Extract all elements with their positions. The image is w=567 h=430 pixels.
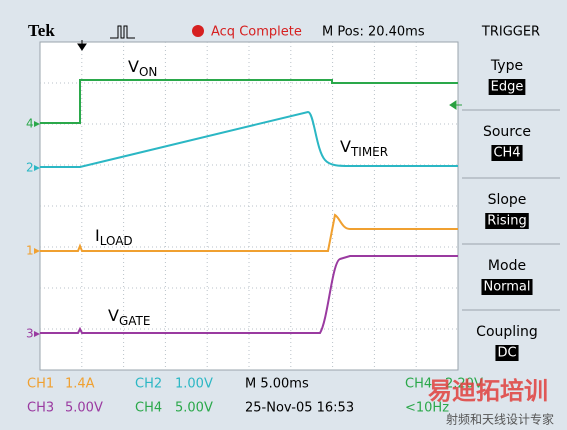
marker-arrow xyxy=(34,248,40,254)
menu-value: CH4 xyxy=(493,146,520,161)
waveform-label: VON xyxy=(128,57,157,79)
menu-value-box xyxy=(481,279,533,295)
status-text: CH4 xyxy=(135,401,162,416)
trigger-position-marker xyxy=(77,40,87,51)
menu-value: DC xyxy=(497,346,516,361)
label-sub: LOAD xyxy=(100,234,133,248)
menu-value: Rising xyxy=(487,214,527,229)
position: M Pos: 20.40ms xyxy=(322,25,425,40)
channel-marker: 4 xyxy=(26,117,34,131)
waveform-ch4 xyxy=(40,79,458,124)
label-main: I xyxy=(95,226,100,245)
watermark-title: 易迪拓培训 xyxy=(428,377,548,405)
menu-label: Type xyxy=(490,58,523,74)
status-text: CH4 xyxy=(405,377,432,392)
status: Acq Complete xyxy=(211,25,302,40)
status-text: CH1 xyxy=(27,377,54,392)
marker-arrow xyxy=(34,331,40,337)
watermark-subtitle: 射频和天线设计专家 xyxy=(446,412,554,427)
marker-arrow xyxy=(34,121,40,127)
menu-label: Coupling xyxy=(476,324,538,340)
status-text: 25-Nov-05 16:53 xyxy=(245,401,354,416)
channel-marker: 1 xyxy=(26,244,34,258)
menu-value: Normal xyxy=(483,280,530,295)
label-sub: TIMER xyxy=(350,145,388,159)
brand: Tek xyxy=(28,21,55,40)
waveform-label: VGATE xyxy=(108,306,150,328)
status-text: 2.20V xyxy=(445,377,483,392)
menu-label: Slope xyxy=(488,192,527,208)
label-sub: ON xyxy=(139,65,157,79)
menu-value-box xyxy=(488,79,526,95)
marker-arrow xyxy=(34,165,40,171)
channel-marker: 3 xyxy=(26,327,34,341)
status-text: 1.4A xyxy=(65,377,95,392)
label-sub: GATE xyxy=(119,314,151,328)
status-text: <10Hz xyxy=(405,401,449,416)
menu-value-box xyxy=(495,345,519,361)
status-text: CH3 xyxy=(27,401,54,416)
status-text: 5.00V xyxy=(65,401,103,416)
menu-value-box xyxy=(485,213,529,229)
channel-marker: 2 xyxy=(26,161,34,175)
menu-label: Source xyxy=(483,124,531,140)
trigger-icon xyxy=(110,25,135,39)
status-text: 5.00V xyxy=(175,401,213,416)
waveform-ch2 xyxy=(40,110,458,168)
label-main: V xyxy=(340,137,351,156)
waveform-label: VTIMER xyxy=(340,137,388,159)
status-text: 1.00V xyxy=(175,377,213,392)
menu-value-box xyxy=(491,145,523,161)
waveform-label: ILOAD xyxy=(95,226,133,248)
status-text: CH2 xyxy=(135,377,162,392)
waveform-ch3 xyxy=(40,255,458,334)
waveform-ch1 xyxy=(40,213,458,252)
trigger-level-marker xyxy=(449,100,462,110)
status-text: M 5.00ms xyxy=(245,377,309,392)
run-indicator xyxy=(192,25,204,37)
menu-title: TRIGGER xyxy=(481,25,540,40)
menu-label: Mode xyxy=(488,258,526,274)
label-main: V xyxy=(108,306,119,325)
menu-value: Edge xyxy=(491,80,524,95)
label-main: V xyxy=(128,57,139,76)
